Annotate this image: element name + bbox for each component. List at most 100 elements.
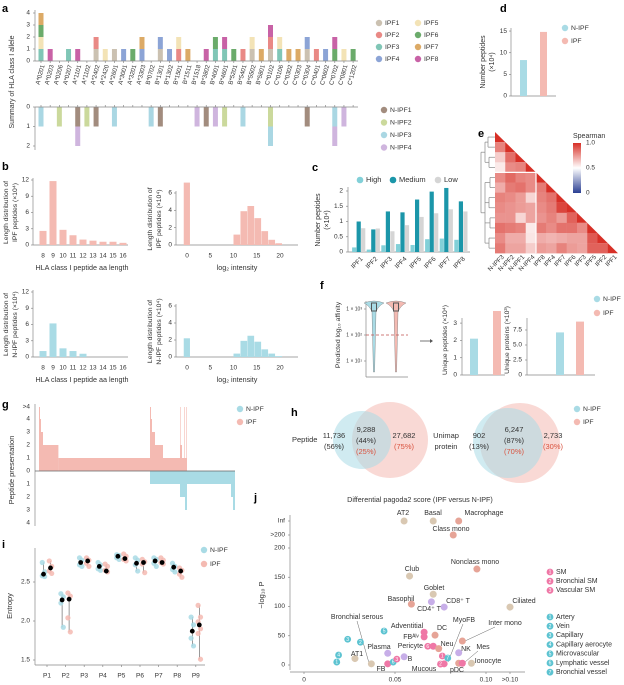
entropy-mean-nipf [134,560,139,566]
y-tick-label: 0 [281,662,285,669]
numbered-point [357,638,364,646]
heatmap-cell [577,233,588,244]
heatmap-cell [566,233,578,244]
length-bar [79,353,87,357]
colorbar [573,143,581,193]
x-tick-label: P5 [117,673,125,680]
entropy-mean-nipf [41,571,46,577]
peptide-bar-medium [400,212,405,252]
legend-nipf-swatch [380,119,388,126]
ipf-allele-segment [268,25,273,37]
venn-count-shared: 6,247 [505,425,524,434]
intensity-bar [183,182,190,245]
number-peptides-bar [540,31,547,96]
heatmap-cell [495,142,506,153]
entropy-mean-ipf [85,558,91,564]
length-bar [39,351,47,357]
y-tick-label: 0.5 [334,233,343,240]
x-tick-label: 15 [109,365,117,372]
cell-type-label: Basal [424,510,442,517]
y-axis-label: Number peptides [315,193,322,247]
nipf-allele-segment [38,107,44,127]
length-bar [89,240,97,245]
heatmap-cell [556,222,567,234]
entropy-point-nipf [153,563,159,570]
heatmap-cell [556,202,567,213]
violin-box [393,302,399,312]
entropy-point-ipf [197,656,204,662]
heatmap-cell [525,243,537,254]
x-tick-label: 10 [59,365,67,372]
cell-type-point [429,517,437,525]
legend-badge-number: 6 [549,661,552,667]
legend-swatch [561,24,569,32]
legend-vessel-label: Lymphatic vessel [556,660,610,667]
y-tick-label: 200 [274,545,285,552]
y-tick-label: 1 [339,218,343,225]
x-tick-label: 12 [79,365,87,372]
ipf-allele-segment [249,37,255,49]
ipf-allele-segment [139,37,145,49]
x-tick-label: 15 [253,253,261,260]
y-tick-label: 3 [453,320,457,327]
y-axis-label: Length distribution of [3,293,10,356]
panel-label-j: j [253,492,257,504]
heatmap-cell [495,172,506,183]
violin-box [371,302,377,312]
entropy-point-nipf [188,635,194,641]
heatmap-cell [546,192,557,203]
legend-sm-badge [546,568,554,576]
cell-type-label: AT1 [351,651,363,658]
legend-swatch [200,546,208,554]
x-tick-label: 9 [51,365,55,372]
intensity-bar [254,218,262,245]
heatmap-cell [515,243,526,254]
colorbar-tick-label: 0 [586,190,590,197]
legend-label: N-IPF [571,25,589,32]
heatmap-cell [505,172,516,183]
intensity-bar [275,356,283,357]
nipf-allele-segment [56,107,62,127]
ipf-allele-segment [249,49,255,61]
nipf-allele-segment [341,107,347,127]
cell-type-label: CD4⁺ T [417,606,442,613]
venn-label: protein [435,442,458,451]
numbered-point-label: 6 [426,644,429,650]
entropy-point-nipf [190,622,197,628]
heatmap-cell [495,202,506,213]
nipf-allele-segment [332,107,338,127]
legend-ipf-swatch [414,43,422,51]
length-bar [79,239,87,245]
legend-vessel-badge [546,659,554,667]
numbered-point [380,627,388,635]
numbered-point [344,635,352,643]
heatmap-cell [505,243,516,254]
intensity-bar [268,239,276,245]
heatmap-diagonal-cell [597,233,608,244]
legend-label: IPF [210,561,221,568]
y-tick-label: 3 [26,22,30,29]
heatmap-cell [495,212,506,224]
heatmap-cell [587,243,598,254]
y-tick-label: 2.5 [21,579,30,586]
entropy-point-ipf [142,570,148,576]
entropy-point-ipf [86,563,92,570]
y-tick-label: 6 [168,303,172,310]
legend-label: N-IPF [210,547,228,554]
venn-nipf-circle [333,411,391,469]
nipf-allele-segment [240,107,246,127]
ipf-allele-segment [185,49,191,61]
heatmap-cell [546,243,557,254]
x-tick-label: 12 [79,253,87,260]
y-axis-label: Length distribution of [3,181,10,244]
y-axis-label: Entropy [5,593,14,619]
intensity-bar [275,243,283,245]
ipf-presentation-step [163,458,180,471]
x-tick-label: 5 [208,253,212,260]
intensity-bar [233,234,241,245]
ipf-presentation-step [43,445,59,471]
nipf-allele-segment [111,107,117,127]
legend-label: Low [444,175,458,184]
cell-type-point [400,653,408,661]
panel-label-e: e [478,128,484,140]
